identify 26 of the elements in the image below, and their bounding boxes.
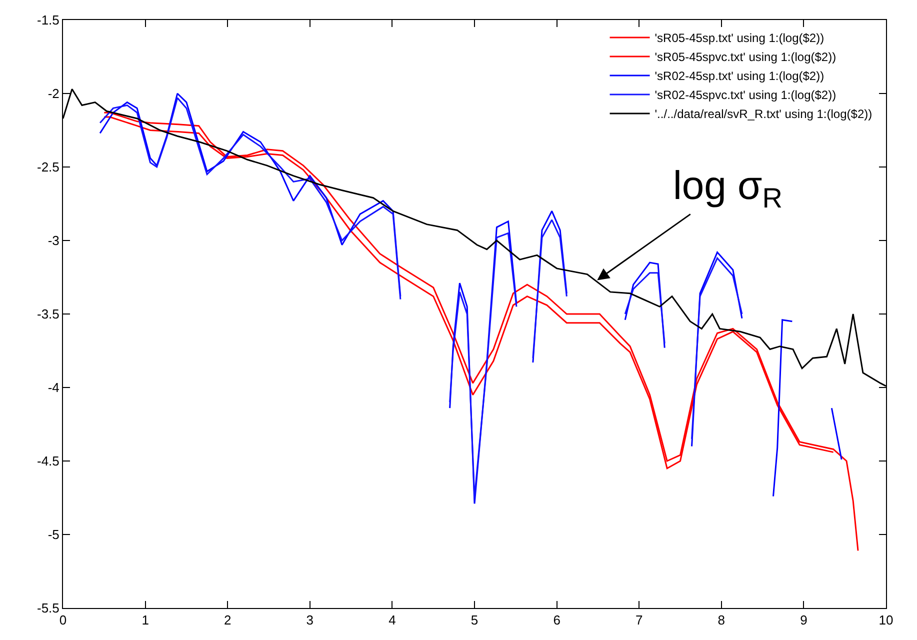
y-tick-label: -3: [48, 233, 60, 248]
y-tick-label: -5.5: [36, 600, 60, 616]
annotation: log σ$_{R}$: [673, 164, 782, 214]
legend-label: 'sR02-45spvc.txt' using 1:(log($2)): [654, 88, 836, 102]
y-tick-label: -4.5: [36, 454, 60, 469]
x-tick-label: 4: [388, 612, 396, 628]
legend-label: 'sR05-45spvc.txt' using 1:(log($2)): [654, 50, 836, 64]
x-tick-label: 0: [59, 612, 67, 628]
y-tick-label: -2.5: [36, 160, 60, 175]
legend-label: 'sR02-45sp.txt' using 1:(log($2)): [654, 69, 824, 84]
x-tick-label: 2: [224, 612, 232, 628]
y-tick-label: -1.5: [36, 12, 60, 28]
x-tick-label: 5: [470, 612, 478, 628]
x-tick-label: 7: [635, 612, 643, 628]
x-tick-label: 6: [553, 612, 560, 628]
y-tick-label: -5: [48, 527, 60, 542]
x-tick-label: 10: [878, 612, 894, 628]
y-tick-label: -2: [48, 86, 60, 102]
y-tick-label: -3.5: [36, 306, 60, 322]
legend-label: '../../data/real/svR_R.txt' using 1:(log($2)): [654, 107, 872, 122]
x-tick-label: 3: [306, 612, 314, 628]
x-tick-label: 1: [142, 612, 149, 628]
x-tick-label: 9: [800, 612, 808, 628]
x-tick-label: 8: [718, 612, 726, 628]
legend-label: 'sR05-45sp.txt' using 1:(log($2)): [654, 31, 824, 46]
y-tick-label: -4: [48, 380, 60, 396]
